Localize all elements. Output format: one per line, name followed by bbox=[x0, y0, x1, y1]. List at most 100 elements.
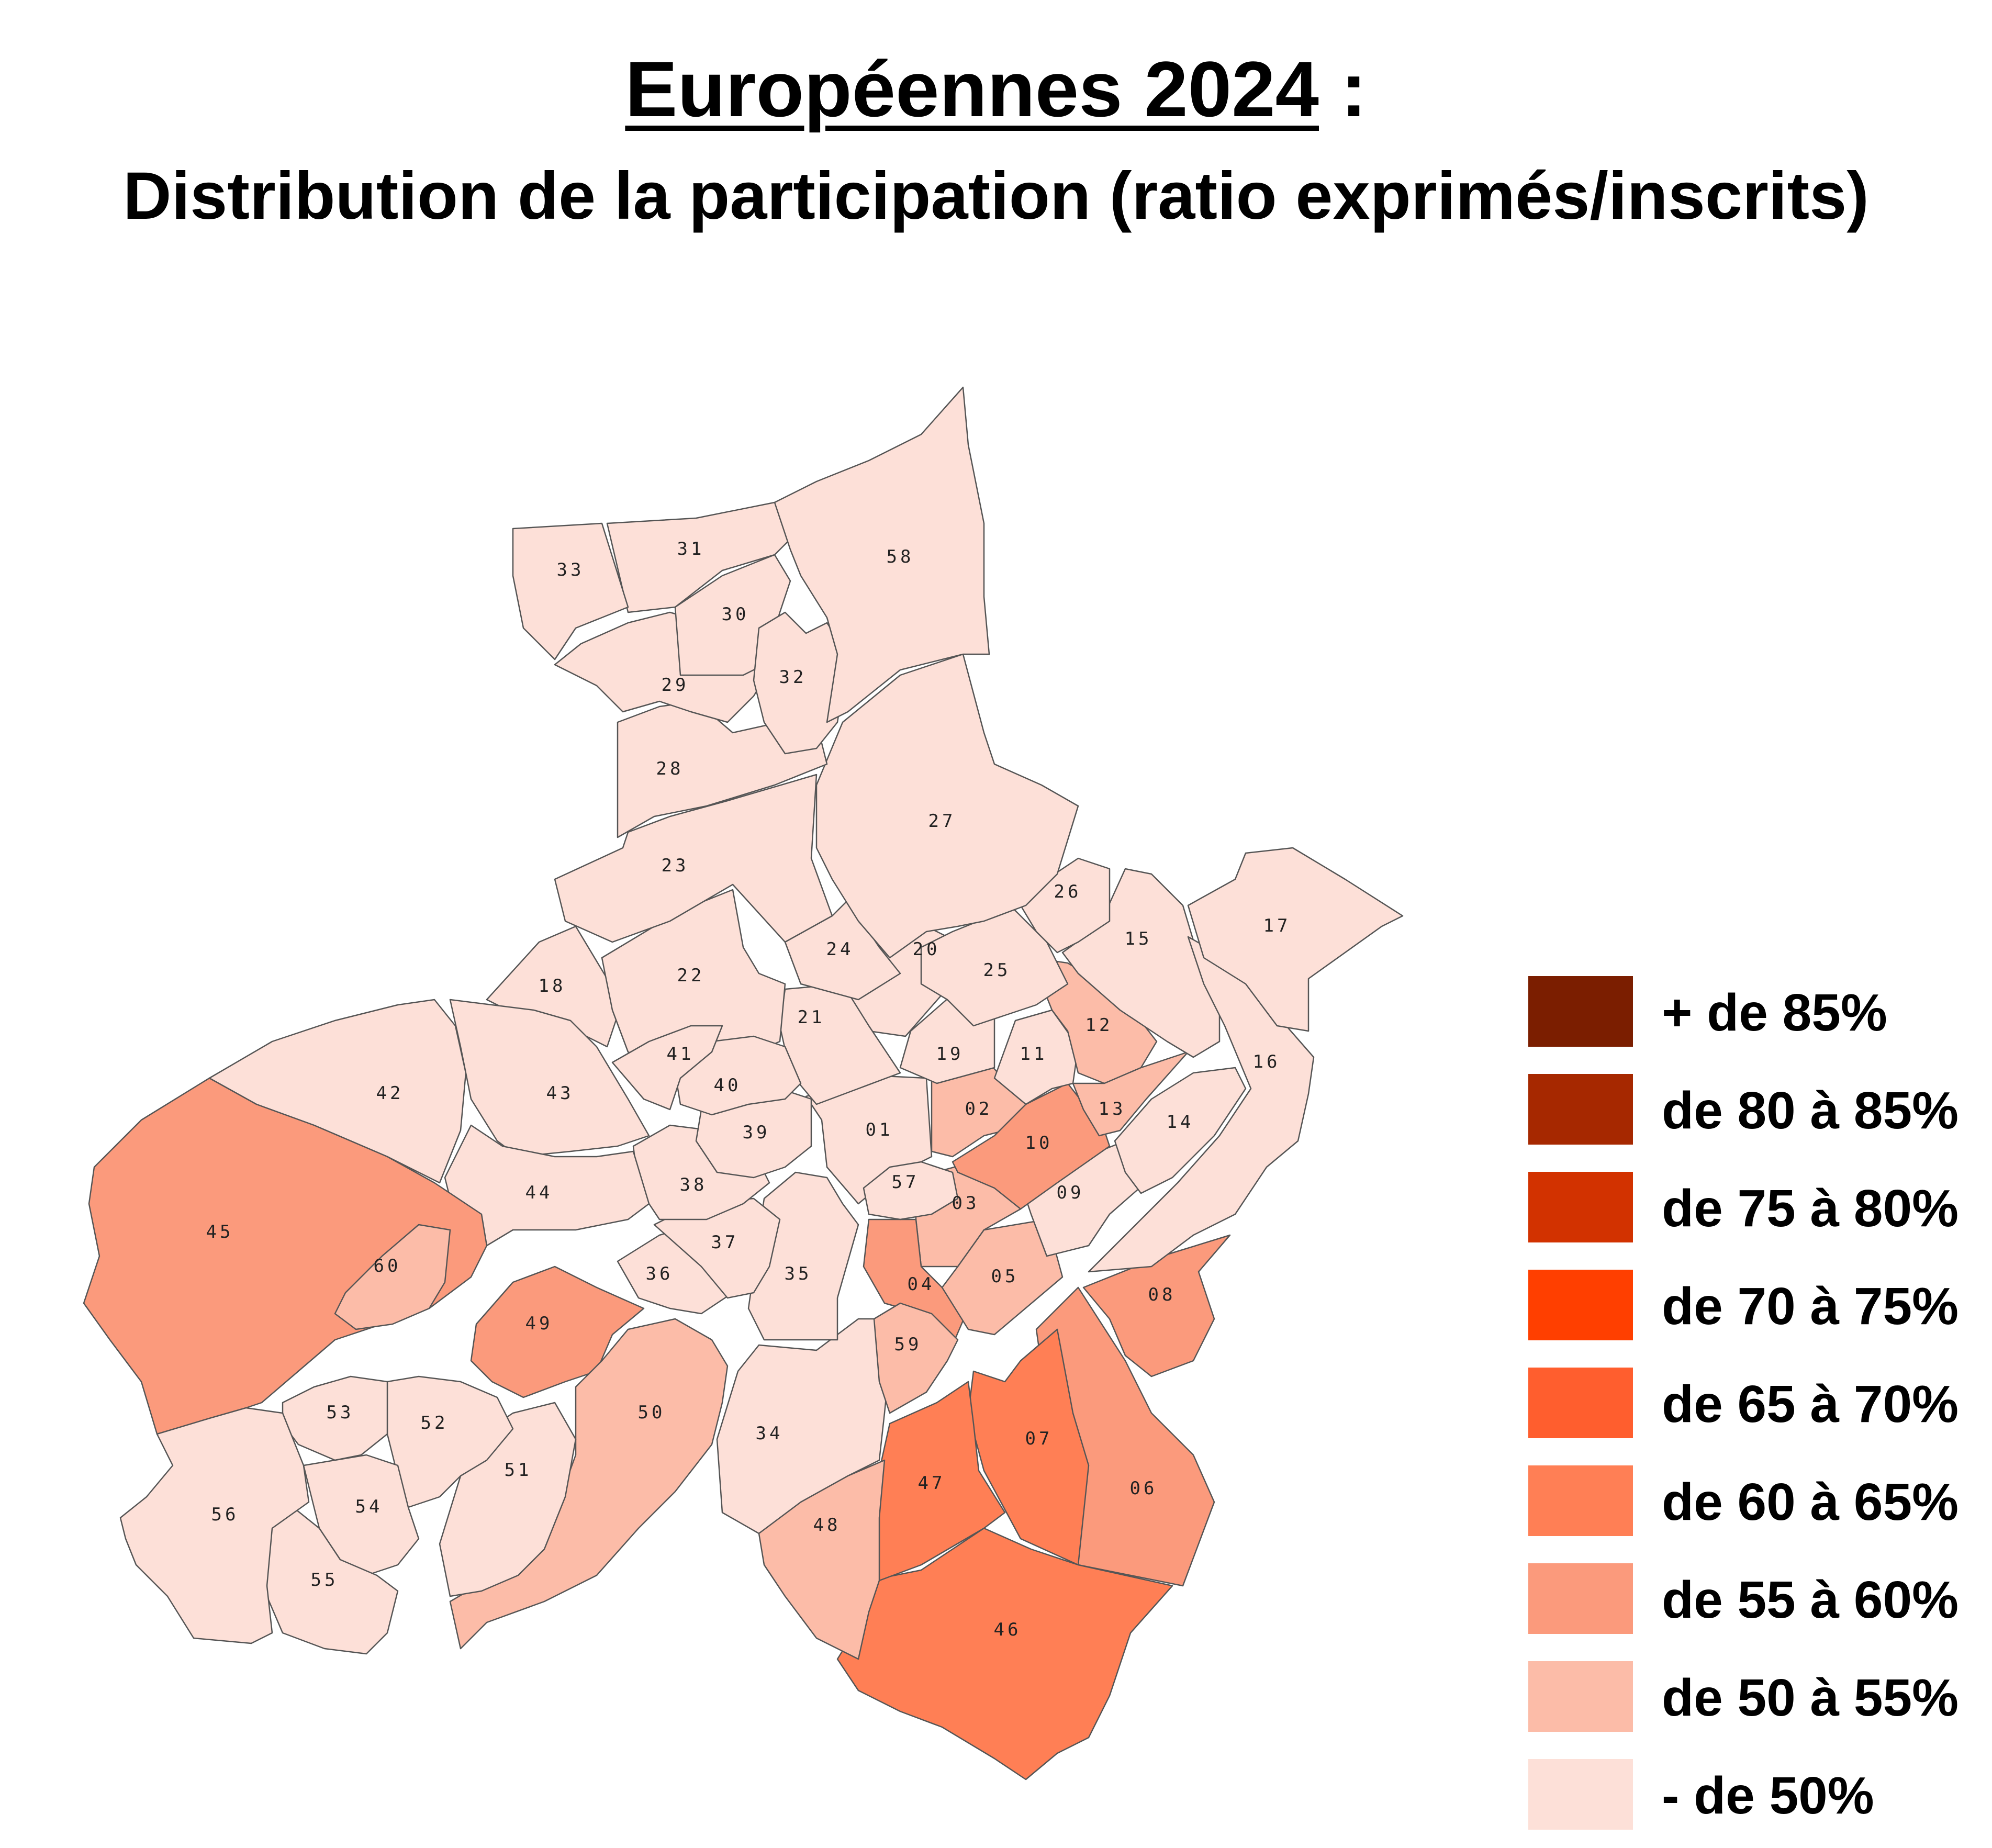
district-27 bbox=[815, 653, 1079, 959]
district-label-37: 37 bbox=[711, 1232, 739, 1253]
district-label-23: 23 bbox=[662, 855, 689, 876]
district-label-28: 28 bbox=[656, 758, 684, 779]
legend-swatch bbox=[1528, 1270, 1633, 1340]
district-label-07: 07 bbox=[1025, 1428, 1053, 1449]
district-label-24: 24 bbox=[826, 939, 854, 960]
district-label-58: 58 bbox=[887, 546, 914, 567]
legend-item: + de 85% bbox=[1528, 976, 1978, 1049]
district-17 bbox=[1187, 847, 1404, 1032]
legend-item: de 70 à 75% bbox=[1528, 1270, 1978, 1343]
legend-label: de 65 à 70% bbox=[1662, 1375, 1959, 1433]
district-label-25: 25 bbox=[983, 960, 1011, 981]
district-label-57: 57 bbox=[892, 1172, 920, 1193]
district-label-21: 21 bbox=[798, 1007, 825, 1028]
legend-item: de 75 à 80% bbox=[1528, 1172, 1978, 1245]
district-label-59: 59 bbox=[894, 1334, 922, 1355]
district-55 bbox=[266, 1506, 399, 1655]
legend-label: + de 85% bbox=[1662, 983, 1887, 1042]
district-label-51: 51 bbox=[505, 1460, 532, 1481]
title-block: Européennes 2024 : Distribution de la pa… bbox=[0, 42, 1992, 241]
legend-swatch bbox=[1528, 1368, 1633, 1438]
district-07 bbox=[967, 1328, 1090, 1566]
district-label-29: 29 bbox=[662, 675, 689, 696]
district-31 bbox=[606, 486, 818, 613]
district-label-11: 11 bbox=[1020, 1044, 1048, 1065]
legend-item: de 65 à 70% bbox=[1528, 1368, 1978, 1441]
legend-item: de 80 à 85% bbox=[1528, 1074, 1978, 1147]
district-46 bbox=[836, 1527, 1173, 1780]
district-58 bbox=[774, 386, 990, 723]
district-label-22: 22 bbox=[677, 965, 705, 986]
district-label-38: 38 bbox=[680, 1174, 708, 1195]
district-label-55: 55 bbox=[311, 1570, 339, 1591]
district-41 bbox=[611, 1025, 723, 1111]
district-label-56: 56 bbox=[211, 1504, 239, 1525]
district-label-20: 20 bbox=[913, 939, 941, 960]
district-22 bbox=[601, 889, 786, 1074]
district-label-34: 34 bbox=[756, 1423, 784, 1444]
district-label-30: 30 bbox=[722, 604, 749, 625]
district-label-13: 13 bbox=[1099, 1099, 1126, 1119]
district-label-32: 32 bbox=[779, 667, 807, 688]
legend-swatch bbox=[1528, 1759, 1633, 1830]
district-60 bbox=[334, 1224, 451, 1330]
district-label-08: 08 bbox=[1148, 1284, 1176, 1305]
district-14 bbox=[1114, 1067, 1247, 1194]
district-label-14: 14 bbox=[1167, 1112, 1194, 1133]
district-label-44: 44 bbox=[525, 1182, 553, 1203]
district-08 bbox=[1082, 1234, 1231, 1377]
legend-swatch bbox=[1528, 1661, 1633, 1732]
district-label-43: 43 bbox=[546, 1083, 574, 1104]
district-label-01: 01 bbox=[866, 1119, 893, 1140]
district-43 bbox=[449, 999, 650, 1158]
district-57 bbox=[863, 1161, 959, 1220]
legend-item: de 60 à 65% bbox=[1528, 1465, 1978, 1539]
district-10 bbox=[952, 1082, 1111, 1210]
legend-swatch bbox=[1528, 1465, 1633, 1536]
district-16 bbox=[1088, 936, 1315, 1273]
legend-swatch bbox=[1528, 1172, 1633, 1242]
district-label-39: 39 bbox=[743, 1122, 770, 1143]
district-label-48: 48 bbox=[813, 1515, 841, 1536]
district-labels: 01 02 03 04 05 06 07 08 09 10 11 12 13 14 15 16 17 18 19 20… bbox=[206, 539, 1288, 1640]
legend-label: de 60 à 65% bbox=[1662, 1473, 1959, 1531]
district-label-09: 09 bbox=[1057, 1182, 1084, 1203]
district-label-26: 26 bbox=[1054, 881, 1082, 902]
district-label-50: 50 bbox=[638, 1402, 666, 1423]
district-34 bbox=[716, 1318, 891, 1535]
district-label-46: 46 bbox=[994, 1619, 1022, 1640]
legend-swatch bbox=[1528, 976, 1633, 1047]
district-label-49: 49 bbox=[525, 1313, 553, 1334]
district-23 bbox=[554, 774, 833, 943]
district-32 bbox=[753, 611, 849, 755]
district-label-16: 16 bbox=[1253, 1051, 1281, 1072]
district-label-31: 31 bbox=[677, 539, 705, 559]
district-label-54: 54 bbox=[355, 1496, 383, 1517]
district-59 bbox=[873, 1302, 959, 1414]
district-label-41: 41 bbox=[667, 1044, 695, 1065]
district-35 bbox=[747, 1171, 859, 1341]
page-title-main: Européennes 2024 bbox=[625, 45, 1319, 133]
district-label-06: 06 bbox=[1130, 1478, 1158, 1499]
page-title: Européennes 2024 : bbox=[0, 42, 1992, 136]
district-label-40: 40 bbox=[714, 1075, 742, 1096]
page-title-suffix: : bbox=[1318, 45, 1367, 133]
district-33 bbox=[512, 522, 629, 660]
district-24 bbox=[784, 899, 901, 1001]
legend-swatch bbox=[1528, 1074, 1633, 1145]
legend-label: de 80 à 85% bbox=[1662, 1081, 1959, 1140]
district-label-15: 15 bbox=[1125, 928, 1152, 949]
district-label-02: 02 bbox=[965, 1099, 993, 1119]
district-49 bbox=[470, 1265, 645, 1398]
district-label-12: 12 bbox=[1085, 1015, 1113, 1036]
district-56 bbox=[119, 1407, 310, 1644]
district-label-27: 27 bbox=[928, 811, 956, 832]
legend-label: de 75 à 80% bbox=[1662, 1179, 1959, 1238]
page-subtitle: Distribution de la participation (ratio … bbox=[123, 159, 1869, 233]
district-label-05: 05 bbox=[991, 1266, 1019, 1287]
legend-item: de 55 à 60% bbox=[1528, 1563, 1978, 1637]
district-label-53: 53 bbox=[327, 1402, 354, 1423]
district-label-19: 19 bbox=[936, 1044, 964, 1065]
district-label-03: 03 bbox=[952, 1193, 980, 1214]
